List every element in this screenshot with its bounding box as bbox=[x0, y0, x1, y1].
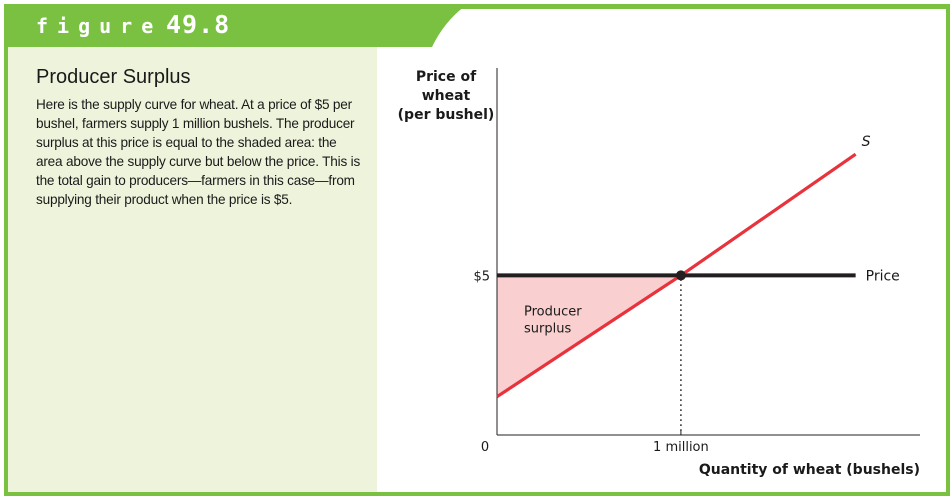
figure-word: figure bbox=[36, 14, 163, 38]
text-panel bbox=[6, 47, 377, 494]
equilibrium-point bbox=[675, 270, 686, 281]
y-axis-label-line-2: wheat bbox=[422, 88, 471, 104]
x-axis-label: Quantity of wheat (bushels) bbox=[699, 462, 920, 478]
surplus-label-line-2: surplus bbox=[524, 321, 571, 336]
figure-number: 49.8 bbox=[166, 10, 231, 39]
x-tick-label-0: 0 bbox=[481, 440, 489, 455]
price-line-label: Price bbox=[866, 268, 900, 284]
surplus-label-line-1: Producer bbox=[524, 304, 582, 319]
supply-curve-label: S bbox=[862, 134, 871, 150]
figure-border bbox=[4, 4, 950, 496]
panel-body: Here is the supply curve for wheat. At a… bbox=[36, 97, 361, 207]
y-axis-label-line-1: Price of bbox=[416, 69, 477, 85]
panel-title: Producer Surplus bbox=[36, 66, 191, 88]
x-tick-label-1-million: 1 million bbox=[653, 440, 709, 455]
figure-header-tab bbox=[6, 6, 465, 47]
y-tick-label-5: $5 bbox=[473, 269, 490, 284]
y-axis-label-line-3: (per bushel) bbox=[398, 107, 495, 123]
